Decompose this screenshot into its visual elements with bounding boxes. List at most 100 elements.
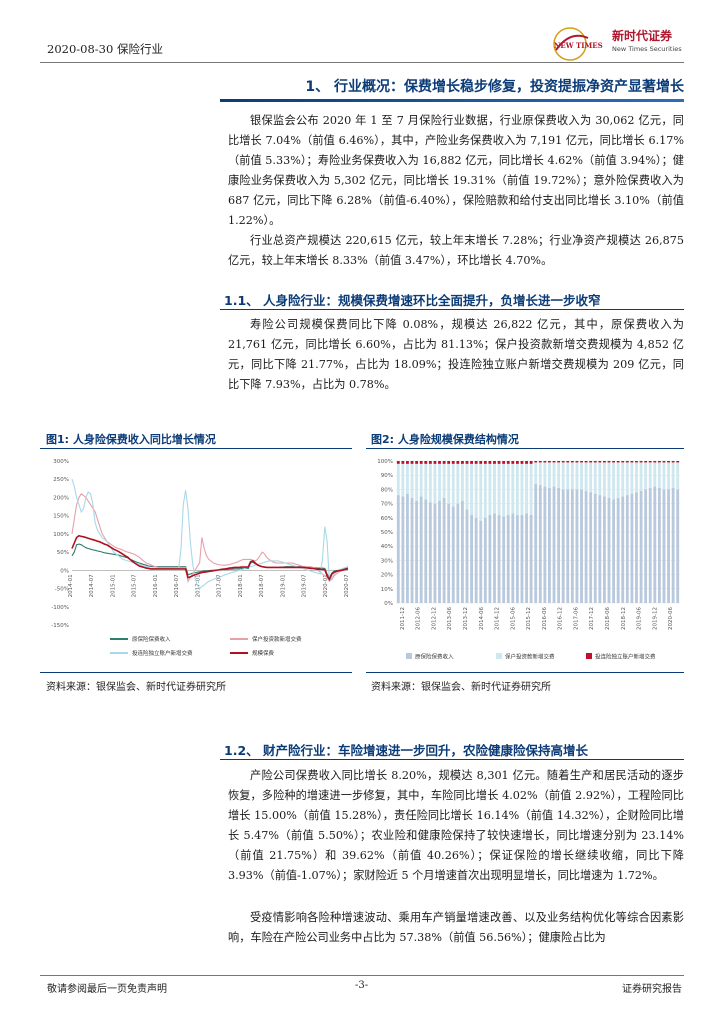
bar-segment-2 <box>584 461 588 463</box>
bar-segment-2 <box>607 461 611 463</box>
logo-emblem-text: NEW TIMES <box>554 41 603 50</box>
footer-page-number: -3- <box>355 980 369 991</box>
bar-segment-2 <box>447 461 451 464</box>
bar-segment-0 <box>529 514 533 603</box>
bar-segment-1 <box>580 462 583 490</box>
bar-segment-0 <box>635 492 638 603</box>
bar-segment-1 <box>447 463 451 504</box>
bar-segment-2 <box>561 461 565 463</box>
bar-segment-0 <box>410 497 414 603</box>
series-line-2 <box>71 479 349 590</box>
bar-segment-0 <box>525 513 528 603</box>
x-tick-label: 2019-12 <box>652 607 658 630</box>
bar-segment-1 <box>639 462 643 491</box>
bar-segment-1 <box>644 462 648 490</box>
bar-segment-2 <box>465 461 469 464</box>
bar-segment-1 <box>511 463 515 514</box>
bar-segment-2 <box>410 461 414 464</box>
section-1-paragraph-2: 行业总资产规模达 220,615 亿元，较上年末增长 7.28%；行业净资产规模… <box>228 234 684 267</box>
x-tick-label: 2012-06 <box>416 607 422 630</box>
bar-segment-2 <box>511 461 515 464</box>
y-tick-label: 30% <box>381 558 393 564</box>
x-tick-label: 2020-01 <box>323 574 329 597</box>
bar-segment-2 <box>543 461 547 463</box>
bar-segment-0 <box>570 489 574 603</box>
x-tick-label: 2015-01 <box>110 574 116 597</box>
bar-segment-1 <box>676 462 680 490</box>
bar-segment-1 <box>488 463 492 515</box>
bar-segment-2 <box>667 461 670 463</box>
bar-segment-1 <box>506 463 510 515</box>
bar-segment-1 <box>607 462 611 498</box>
section-1-1-paragraph: 寿险公司规模保费同比下降 0.08%，规模达 26,822 亿元，其中，原保费收… <box>228 318 684 391</box>
x-tick-label: 2013-12 <box>463 607 469 630</box>
bar-segment-2 <box>570 461 574 463</box>
bar-segment-1 <box>593 462 597 494</box>
section-1-title: 1、 行业概况：保费增长稳步修复，投资提振净资产显著增长 <box>305 79 684 95</box>
y-tick-label: 300% <box>53 459 69 465</box>
bar-segment-1 <box>497 463 501 515</box>
y-tick-label: -150% <box>51 623 69 629</box>
figure-1-line-chart: 300% 250% 200% 150% 100% 50% 0% -50% -100% -150% 2… <box>51 459 350 657</box>
legend-swatch-0 <box>406 653 412 659</box>
company-logo: NEW TIMES <box>548 24 688 64</box>
legend-label-1: 保户投资款新增交费 <box>505 653 555 661</box>
bar-segment-1 <box>671 462 675 488</box>
bar-segment-2 <box>625 461 629 463</box>
bar-segment-1 <box>396 463 400 496</box>
bar-segment-2 <box>525 461 528 464</box>
bar-segment-0 <box>580 489 583 603</box>
footer-report-type: 证券研究报告 <box>622 984 682 995</box>
y-tick-label: 200% <box>53 495 69 501</box>
bar-segment-1 <box>653 462 657 487</box>
bar-segment-2 <box>493 461 496 464</box>
bar-segment-0 <box>589 492 593 603</box>
bar-segment-1 <box>589 462 593 493</box>
bar-segment-1 <box>538 462 542 486</box>
bar-segment-0 <box>520 514 524 603</box>
bar-segment-2 <box>676 461 680 463</box>
bar-segment-2 <box>438 461 441 464</box>
bar-segment-2 <box>515 461 519 464</box>
bar-segment-0 <box>621 496 625 603</box>
x-tick-label: 2015-07 <box>132 574 138 597</box>
legend-swatch-1 <box>496 653 502 659</box>
bar-segment-1 <box>561 462 565 490</box>
bar-segment-0 <box>657 487 661 603</box>
bar-segment-0 <box>538 485 542 603</box>
bar-segment-1 <box>570 462 574 490</box>
x-tick-label: 2016-01 <box>153 574 159 597</box>
bar-segment-0 <box>396 495 400 603</box>
bar-segment-2 <box>648 461 652 463</box>
figure-2-title-rule <box>366 448 684 449</box>
section-1-2-title: 1.2、 财产险行业：车险增速进一步回升，农险健康险保持高增长 <box>224 743 588 758</box>
bar-segment-2 <box>603 461 606 463</box>
bar-segment-0 <box>493 513 496 603</box>
bar-segment-2 <box>552 461 556 463</box>
y-tick-label: 0% <box>60 568 69 574</box>
bar-segment-2 <box>488 461 492 464</box>
bar-segment-2 <box>502 461 506 464</box>
bar-segment-0 <box>483 517 487 603</box>
bar-segment-1 <box>451 463 455 507</box>
bar-segment-2 <box>474 461 478 464</box>
footer-disclaimer-link[interactable]: 敬请参阅最后一页免责声明 <box>47 984 167 995</box>
x-tick-label: 2015-06 <box>510 607 516 630</box>
bar-segment-2 <box>580 461 583 463</box>
bar-segment-0 <box>461 500 464 603</box>
bar-segment-2 <box>461 461 464 464</box>
bar-segment-1 <box>406 463 409 494</box>
bar-segment-1 <box>465 463 469 510</box>
bar-segment-2 <box>575 461 579 463</box>
bar-segment-1 <box>428 463 432 503</box>
x-tick-label: 2018-12 <box>621 607 627 630</box>
y-tick-label: 150% <box>53 514 69 520</box>
section-1-2-underline <box>220 759 684 760</box>
bar-segment-1 <box>548 462 551 488</box>
legend-label-2: 投连险独立账户新增交费 <box>132 649 193 657</box>
x-tick-label: 2017-06 <box>573 607 579 630</box>
bar-segment-2 <box>557 461 561 463</box>
bar-segment-0 <box>502 516 506 603</box>
bar-segment-0 <box>488 514 492 603</box>
bar-segment-2 <box>593 461 597 463</box>
